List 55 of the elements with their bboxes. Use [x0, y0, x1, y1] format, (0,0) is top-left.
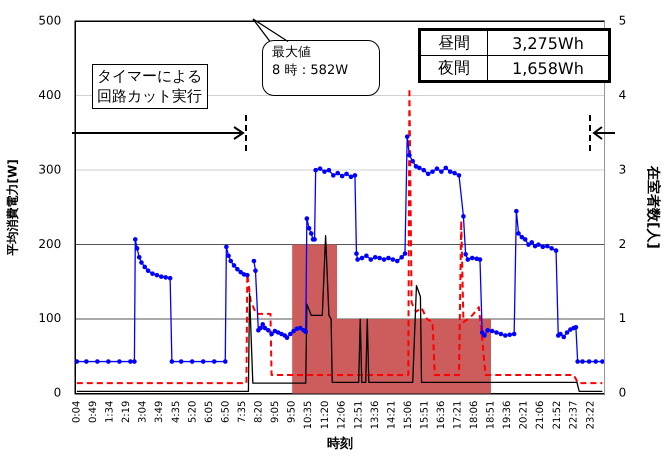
x-tick-label: 7:35 — [237, 400, 248, 424]
x-tick-label: 14:21 — [386, 400, 398, 430]
y2-tick-label: 2 — [618, 236, 626, 251]
y-axis-title: 平均消費電力[W] — [5, 159, 20, 256]
x-tick-label: 1:34 — [104, 400, 116, 424]
annotation: 8 時：582W — [272, 62, 348, 78]
y-tick-label: 500 — [38, 13, 62, 28]
x-tick-label: 5:20 — [187, 400, 198, 424]
annotation: タイマーによる回路カット実行 — [92, 64, 208, 108]
x-tick-label: 3:04 — [138, 400, 149, 424]
x-tick-label: 15:51 — [419, 400, 430, 430]
y2-tick-label: 4 — [618, 88, 626, 102]
y-tick-label: 300 — [38, 162, 62, 176]
x-tick-label: 11:20 — [320, 400, 331, 430]
x-tick-label: 18:06 — [469, 400, 480, 430]
x-tick-label: 16:36 — [436, 400, 447, 430]
x-tick-label: 22:37 — [568, 400, 580, 430]
y2-tick-label: 5 — [618, 13, 626, 28]
annotation: 夜間 — [420, 56, 488, 82]
annotation: 1,658Wh — [488, 56, 610, 82]
y2-tick-label: 0 — [618, 386, 626, 400]
y-tick-label: 200 — [38, 236, 62, 251]
x-tick-label: 10:35 — [303, 400, 314, 430]
annotation: 昼間 — [420, 30, 488, 56]
x-tick-label: 12:06 — [336, 400, 348, 430]
x-tick-label: 4:35 — [170, 400, 182, 424]
y2-tick-label: 1 — [618, 311, 626, 326]
x-tick-label: 2:19 — [121, 400, 132, 424]
x-tick-label: 0:04 — [71, 400, 82, 424]
x-tick-label: 12:51 — [353, 400, 364, 430]
x-tick-label: 0:49 — [88, 400, 99, 424]
x-tick-label: 17:21 — [452, 400, 464, 430]
y-tick-label: 100 — [38, 311, 62, 326]
x-tick-label: 3:49 — [154, 400, 166, 424]
line-series — [76, 87, 604, 384]
annotation: 最大値 — [272, 45, 311, 60]
x-tick-label: 9:50 — [286, 400, 298, 424]
y-tick-label: 0 — [54, 386, 62, 400]
y2-axis-title: 在室者数[人] — [644, 164, 662, 249]
annotation: 3,275Wh — [488, 30, 610, 56]
x-tick-label: 21:52 — [552, 400, 564, 430]
x-tick-label: 9:05 — [270, 400, 282, 424]
x-tick-label: 23:22 — [585, 400, 596, 430]
x-tick-label: 18:51 — [486, 400, 497, 430]
x-tick-label: 6:05 — [204, 400, 215, 424]
x-axis-title: 時刻 — [326, 436, 353, 452]
y2-tick-label: 3 — [618, 162, 626, 176]
x-tick-label: 6:50 — [220, 400, 232, 424]
x-tick-label: 13:36 — [370, 400, 381, 430]
x-tick-label: 19:36 — [502, 400, 514, 430]
x-tick-label: 15:06 — [402, 400, 414, 430]
x-tick-label: 21:06 — [535, 400, 546, 430]
x-tick-label: 20:21 — [518, 400, 530, 430]
y-tick-label: 400 — [38, 88, 62, 102]
x-tick-label: 8:20 — [254, 400, 265, 424]
